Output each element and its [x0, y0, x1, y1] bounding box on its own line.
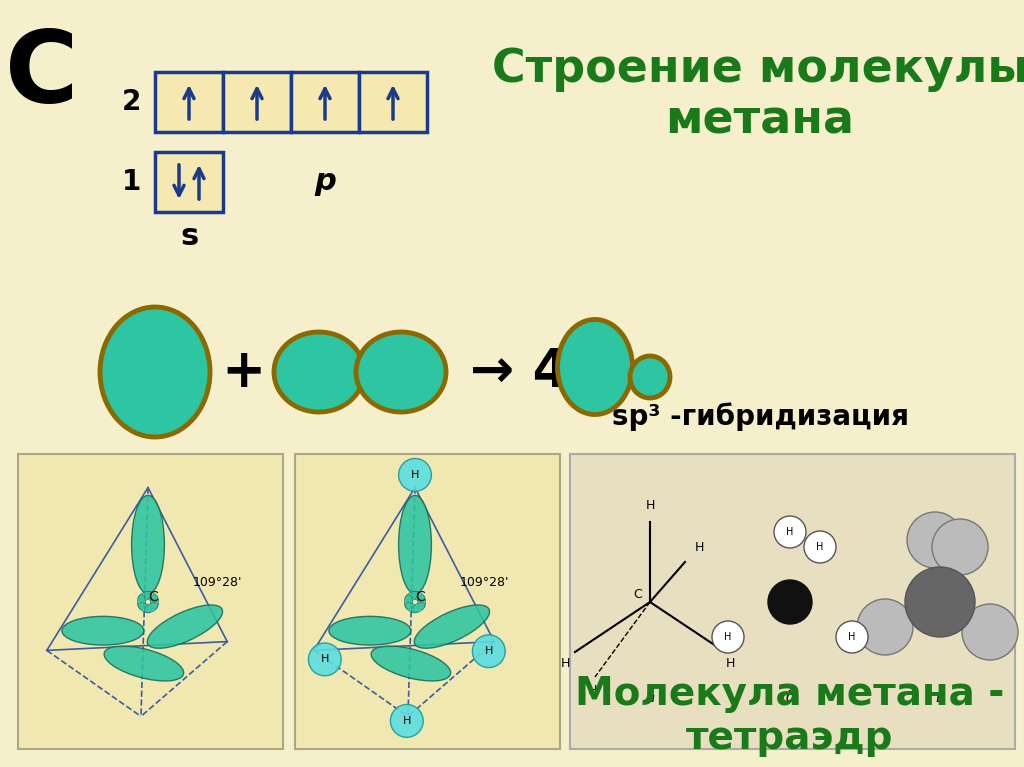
Text: H: H: [411, 470, 419, 480]
Bar: [570, 454, 1015, 749]
Text: H: H: [848, 632, 856, 642]
Ellipse shape: [144, 591, 158, 601]
Bar: [155, 152, 223, 212]
Ellipse shape: [138, 591, 152, 601]
Circle shape: [712, 621, 744, 653]
Ellipse shape: [132, 495, 165, 594]
Text: H: H: [560, 657, 569, 670]
Ellipse shape: [329, 617, 411, 645]
Circle shape: [472, 635, 505, 667]
Ellipse shape: [274, 332, 364, 412]
Text: C: C: [415, 590, 425, 604]
Text: H: H: [588, 684, 597, 697]
Text: C: C: [148, 590, 158, 604]
Ellipse shape: [406, 591, 419, 601]
Bar: [295, 454, 560, 749]
Ellipse shape: [630, 356, 670, 398]
Circle shape: [836, 621, 868, 653]
Text: p: p: [314, 167, 336, 196]
Text: H: H: [402, 716, 411, 726]
Bar: [291, 72, 359, 132]
Text: H: H: [484, 647, 493, 657]
Text: H: H: [695, 541, 705, 554]
Ellipse shape: [137, 594, 145, 609]
Text: 1: 1: [122, 168, 141, 196]
Text: Строение молекулы
метана: Строение молекулы метана: [492, 47, 1024, 144]
Text: б: б: [785, 690, 795, 705]
Ellipse shape: [398, 495, 431, 594]
Bar: [18, 454, 283, 749]
Ellipse shape: [371, 646, 451, 681]
Text: 109°28': 109°28': [460, 575, 510, 588]
Ellipse shape: [151, 594, 159, 609]
Ellipse shape: [144, 603, 158, 613]
Ellipse shape: [412, 603, 425, 613]
Circle shape: [905, 567, 975, 637]
Text: а: а: [645, 690, 654, 705]
Text: Молекула метана -
тетраэдр: Молекула метана - тетраэдр: [575, 675, 1005, 757]
Circle shape: [962, 604, 1018, 660]
Text: H: H: [645, 499, 654, 512]
Circle shape: [390, 705, 423, 737]
Ellipse shape: [61, 617, 144, 645]
Text: H: H: [321, 654, 329, 664]
Ellipse shape: [406, 603, 419, 613]
Bar: [155, 72, 223, 132]
Text: s: s: [180, 222, 198, 251]
Text: 109°28': 109°28': [193, 575, 243, 588]
Ellipse shape: [404, 594, 413, 609]
Ellipse shape: [138, 603, 152, 613]
Circle shape: [857, 599, 913, 655]
Text: sp³ -гибридизация: sp³ -гибридизация: [611, 403, 908, 431]
Ellipse shape: [356, 332, 446, 412]
Text: С: С: [5, 27, 79, 124]
Circle shape: [804, 531, 836, 563]
Circle shape: [768, 580, 812, 624]
Ellipse shape: [415, 605, 489, 648]
Text: 2: 2: [122, 88, 141, 116]
Circle shape: [398, 459, 431, 492]
Text: H: H: [725, 657, 734, 670]
Text: H: H: [816, 542, 823, 552]
Ellipse shape: [100, 307, 210, 437]
Text: + 3: + 3: [222, 346, 322, 398]
Circle shape: [774, 516, 806, 548]
Circle shape: [907, 512, 963, 568]
Circle shape: [308, 643, 341, 676]
Bar: [223, 72, 291, 132]
Circle shape: [932, 519, 988, 575]
Text: H: H: [786, 527, 794, 537]
Text: в: в: [936, 690, 944, 705]
Bar: [359, 72, 427, 132]
Text: C: C: [634, 588, 642, 601]
Ellipse shape: [557, 320, 633, 414]
Ellipse shape: [104, 646, 183, 681]
Text: H: H: [724, 632, 732, 642]
Ellipse shape: [147, 605, 222, 648]
Ellipse shape: [412, 591, 425, 601]
Text: → 4: → 4: [470, 346, 569, 398]
Ellipse shape: [418, 594, 426, 609]
